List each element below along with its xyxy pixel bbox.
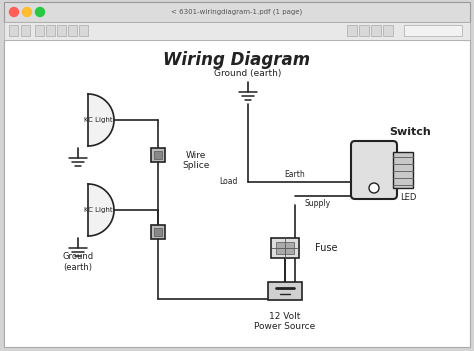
Text: Wire
Splice: Wire Splice xyxy=(182,151,210,170)
Text: KC Light: KC Light xyxy=(84,117,112,123)
Text: Supply: Supply xyxy=(305,199,331,208)
Text: Ground
(earth): Ground (earth) xyxy=(63,252,93,272)
Bar xyxy=(154,151,162,159)
Bar xyxy=(4,22,470,40)
Bar xyxy=(383,25,393,36)
Bar xyxy=(359,25,369,36)
Bar xyxy=(151,148,165,162)
Bar xyxy=(9,25,18,36)
Text: KC Light: KC Light xyxy=(84,207,112,213)
Circle shape xyxy=(36,7,45,16)
Text: Load: Load xyxy=(219,178,238,186)
Bar xyxy=(35,25,44,36)
Text: Earth: Earth xyxy=(284,170,305,179)
Polygon shape xyxy=(88,94,114,146)
Bar xyxy=(4,2,470,22)
Bar xyxy=(276,242,294,254)
Circle shape xyxy=(9,7,18,16)
Bar xyxy=(371,25,381,36)
Bar xyxy=(271,238,299,258)
Polygon shape xyxy=(88,184,114,236)
Bar xyxy=(21,25,30,36)
Bar xyxy=(268,282,302,300)
Text: Switch: Switch xyxy=(389,127,431,137)
Bar xyxy=(46,25,55,36)
Text: Fuse: Fuse xyxy=(315,243,337,253)
Text: LED: LED xyxy=(400,193,416,203)
Text: Ground (earth): Ground (earth) xyxy=(214,69,282,78)
Bar xyxy=(68,25,77,36)
Bar xyxy=(393,152,413,188)
Circle shape xyxy=(22,7,31,16)
Bar xyxy=(79,25,88,36)
Bar xyxy=(151,225,165,239)
Text: < 6301-wiringdiagram-1.pdf (1 page): < 6301-wiringdiagram-1.pdf (1 page) xyxy=(172,9,302,15)
Bar xyxy=(347,25,357,36)
Bar xyxy=(404,25,462,36)
Bar xyxy=(57,25,66,36)
Text: 12 Volt
Power Source: 12 Volt Power Source xyxy=(255,312,316,331)
Circle shape xyxy=(369,183,379,193)
FancyBboxPatch shape xyxy=(351,141,397,199)
Bar xyxy=(4,40,470,347)
Text: Wiring Diagram: Wiring Diagram xyxy=(164,51,310,69)
Bar xyxy=(154,228,162,236)
